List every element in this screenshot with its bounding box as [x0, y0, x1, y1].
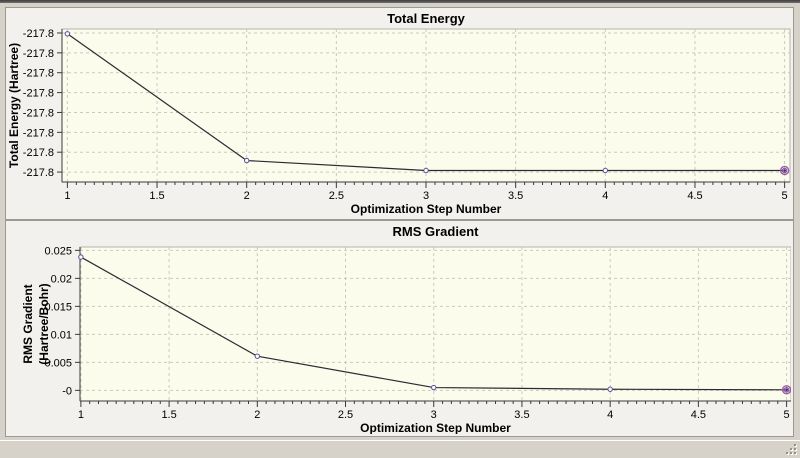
y-axis-label: Total Energy (Hartree) [7, 43, 21, 168]
x-tick-label: 3.5 [514, 409, 529, 421]
x-tick-label: 2.5 [329, 190, 344, 202]
y-tick-label: 0.01 [51, 329, 72, 341]
total-energy-panel: 1 1.5 2 2.5 3 3.5 4 4.5 5 -217.8 -217.8 -217.8 -217.… [5, 7, 794, 220]
chart-title: RMS Gradient [393, 224, 480, 239]
data-point[interactable] [78, 254, 84, 260]
resize-grip-icon[interactable] [785, 443, 798, 456]
data-point[interactable] [64, 31, 71, 37]
rms-gradient-panel: 1 1.5 2 2.5 3 3.5 4 4.5 5 0.025 0.02 0.015 0.01 0.005… [5, 220, 794, 437]
plot-area[interactable] [61, 28, 791, 183]
data-point[interactable] [254, 353, 261, 359]
x-tick-label: 4.5 [691, 409, 706, 421]
data-point[interactable] [423, 167, 429, 174]
y-axis-label: RMS Gradient [21, 284, 35, 363]
x-tick-label: 1.5 [161, 409, 176, 421]
y-tick-label: -217.8 [23, 147, 54, 159]
x-tick-label: 1 [78, 409, 84, 421]
y-tick-label: -217.8 [23, 167, 54, 179]
y-tick-label: 0.015 [44, 301, 72, 313]
highlighted-point-center[interactable] [785, 388, 788, 392]
status-bar [0, 440, 800, 458]
x-tick-label: 1 [64, 190, 70, 202]
x-tick-label: 1.5 [149, 190, 164, 202]
x-tick-label: 2 [244, 190, 250, 202]
y-axis-label: (Hartree/Bohr) [37, 283, 51, 364]
data-point[interactable] [607, 386, 613, 392]
y-tick-label: -217.8 [23, 127, 54, 139]
y-tick-label: -217.8 [23, 68, 54, 80]
plot-area[interactable] [79, 246, 791, 402]
x-tick-label: 3 [431, 409, 437, 421]
y-tick-label: 0.02 [51, 273, 72, 285]
window-top-edge [0, 0, 800, 3]
y-tick-label: -217.8 [23, 48, 54, 60]
total-energy-chart[interactable]: 1 1.5 2 2.5 3 3.5 4 4.5 5 -217.8 -217.8 -217.8 -217.… [6, 8, 791, 217]
y-tick-label: -217.8 [23, 28, 54, 40]
x-tick-label: 3 [423, 190, 429, 202]
x-tick-label: 3.5 [508, 190, 523, 202]
x-tick-label: 5 [782, 190, 788, 202]
y-tick-label: -217.8 [23, 107, 54, 119]
chart-title: Total Energy [387, 11, 466, 26]
x-tick-label: 2 [254, 409, 260, 421]
highlighted-point-ring[interactable] [779, 165, 790, 176]
x-tick-label: 2.5 [338, 409, 353, 421]
x-tick-label: 4 [607, 409, 613, 421]
data-point[interactable] [243, 157, 250, 164]
y-tick-label: 0.025 [44, 245, 72, 257]
data-point[interactable] [431, 384, 437, 391]
y-tick-label: -217.8 [23, 88, 54, 100]
x-axis-label: Optimization Step Number [360, 421, 511, 434]
x-tick-label: 5 [784, 409, 790, 421]
highlighted-point-center[interactable] [783, 169, 787, 172]
rms-gradient-chart[interactable]: 1 1.5 2 2.5 3 3.5 4 4.5 5 0.025 0.02 0.015 0.01 0.005… [6, 221, 791, 434]
y-tick-label: -0 [62, 385, 72, 397]
highlighted-point-ring[interactable] [781, 385, 791, 395]
x-axis-label: Optimization Step Number [351, 202, 502, 216]
x-tick-label: 4 [602, 190, 608, 202]
data-point[interactable] [602, 167, 609, 174]
y-tick-label: 0.005 [44, 357, 72, 369]
x-tick-label: 4.5 [687, 190, 702, 202]
